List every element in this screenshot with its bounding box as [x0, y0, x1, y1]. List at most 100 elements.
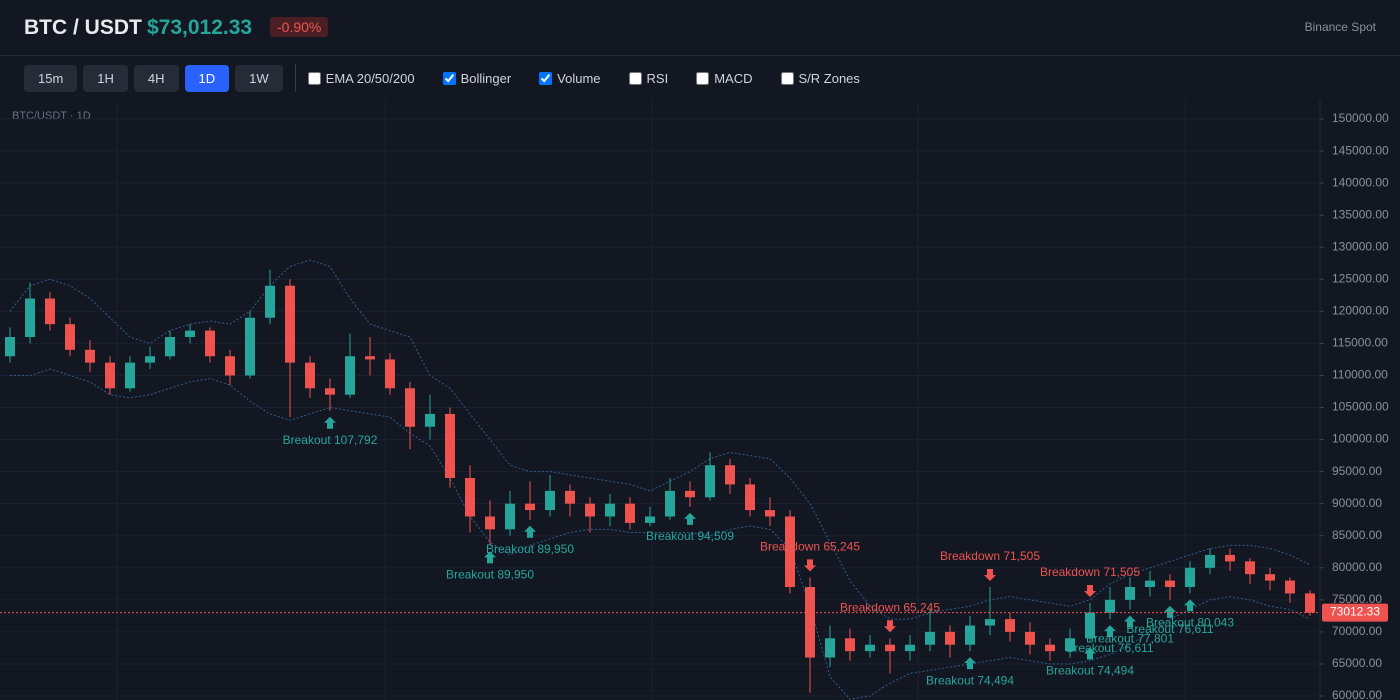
candle-body: [625, 503, 635, 523]
candle-body: [445, 413, 455, 479]
candle-body: [205, 330, 215, 357]
indicator-toggle[interactable]: Bollinger: [442, 70, 512, 86]
checkbox[interactable]: [307, 71, 321, 85]
signal-label: Breakout 76,611: [1066, 641, 1154, 655]
candle-body: [685, 490, 695, 498]
y-tick-label: 115000.00: [1332, 336, 1388, 350]
separator: [294, 64, 296, 92]
candle-body: [425, 413, 435, 427]
signal-arrow: [1124, 615, 1136, 628]
candle-body: [1205, 554, 1215, 568]
bollinger-upper: [9, 259, 1311, 620]
indicator-toggle[interactable]: RSI: [628, 70, 669, 86]
header: BTC / USDT $73,012.33 -0.90% Binance Spo…: [0, 0, 1400, 56]
symbol: BTC / USDT: [24, 16, 142, 39]
indicator-toggle[interactable]: EMA 20/50/200: [307, 70, 415, 86]
last-price-label: 73012.33: [1330, 605, 1380, 619]
candle-body: [585, 503, 595, 517]
candle-body: [565, 490, 575, 504]
candle-body: [1085, 612, 1095, 639]
indicator-label: Bollinger: [460, 70, 512, 86]
signal-arrow: [984, 569, 996, 582]
interval-button[interactable]: 1W: [235, 64, 283, 92]
checkbox[interactable]: [780, 71, 794, 85]
y-tick-label: 65000.00: [1332, 656, 1382, 670]
signal-label: Breakdown 65,245: [840, 600, 940, 614]
intervals: 15m 1H 4H 1D 1W: [0, 64, 283, 92]
last-price-box: [1322, 603, 1388, 622]
signal-arrow: [1184, 599, 1196, 612]
candle-body: [185, 330, 195, 337]
indicator-label: Volume: [557, 70, 601, 86]
y-tick-label: 75000.00: [1332, 592, 1382, 606]
signal-label: Breakout 77,801: [1086, 632, 1174, 646]
candle-body: [1005, 619, 1015, 632]
candle-body: [465, 478, 475, 517]
checkbox[interactable]: [442, 71, 456, 85]
signal-label: Breakout 74,494: [926, 673, 1014, 687]
candle-body: [125, 362, 135, 389]
candle-body: [1125, 587, 1135, 600]
chart: BTC/USDT · 1D 60000.00 65000.00 70000.00 75…: [0, 100, 1400, 700]
candle-body: [25, 298, 35, 337]
y-tick-label: 100000.00: [1332, 432, 1389, 446]
candle-body: [305, 362, 315, 389]
signal-arrow: [964, 657, 976, 670]
candle-body: [65, 324, 75, 350]
candle-body: [1025, 631, 1035, 645]
candle-body: [365, 356, 375, 360]
candle-body: [85, 349, 95, 363]
interval-button[interactable]: 1H: [83, 64, 128, 92]
y-tick-label: 85000.00: [1332, 528, 1382, 542]
interval-button[interactable]: 4H: [133, 64, 179, 92]
checkbox[interactable]: [628, 71, 642, 85]
indicators: EMA 20/50/200 Bollinger Volume RSI MACD S/R Z…: [307, 70, 888, 86]
exchange: Binance Spot: [1304, 20, 1376, 34]
candle-body: [845, 638, 855, 652]
candle-body: [245, 317, 255, 376]
signal-label: Breakout 89,950: [446, 568, 534, 582]
y-tick-label: 60000.00: [1332, 688, 1382, 700]
signal-label: Breakout 94,509: [646, 529, 734, 543]
candle-body: [865, 644, 875, 652]
candle-body: [525, 503, 535, 511]
candle-body: [745, 484, 755, 511]
signal-arrow: [1104, 625, 1116, 638]
indicator-label: RSI: [646, 70, 669, 86]
signal-arrow: [684, 512, 696, 525]
signal-label: Breakout 74,494: [1046, 664, 1134, 678]
candle-body: [405, 388, 415, 427]
candle-body: [1045, 644, 1055, 652]
indicator-toggle[interactable]: S/R Zones: [780, 71, 860, 86]
checkbox[interactable]: [539, 71, 553, 85]
candle-body: [545, 490, 555, 511]
y-tick-label: 80000.00: [1332, 560, 1382, 574]
candle-body: [1185, 567, 1195, 588]
interval-button[interactable]: 15m: [24, 64, 78, 92]
candle-body: [1305, 593, 1315, 613]
candle-body: [825, 638, 835, 658]
interval-button[interactable]: 1D: [184, 64, 230, 92]
candle-body: [325, 388, 335, 395]
indicator-toggle[interactable]: MACD: [696, 70, 753, 86]
y-tick-label: 150000.00: [1332, 111, 1389, 125]
candle-body: [485, 516, 495, 530]
indicator-label: MACD: [714, 70, 753, 86]
y-tick-label: 105000.00: [1332, 400, 1389, 414]
candle-body: [145, 356, 155, 363]
candle-body: [885, 644, 895, 652]
indicator-label: EMA 20/50/200: [325, 70, 415, 86]
bollinger-lower: [10, 368, 1311, 700]
y-tick-label: 145000.00: [1332, 143, 1389, 157]
y-tick-label: 140000.00: [1332, 175, 1389, 189]
candle-body: [605, 503, 615, 517]
signal-label: Breakout 80,043: [1146, 616, 1234, 630]
checkbox[interactable]: [696, 71, 710, 85]
indicator-toggle[interactable]: Volume: [539, 70, 601, 86]
candle-body: [505, 503, 515, 530]
candle-body: [645, 516, 655, 523]
signal-arrow: [884, 620, 896, 633]
toolbar: 15m 1H 4H 1D 1W EMA 20/50/200 Bollinger Volume R…: [0, 56, 1400, 101]
candle-body: [945, 631, 955, 645]
